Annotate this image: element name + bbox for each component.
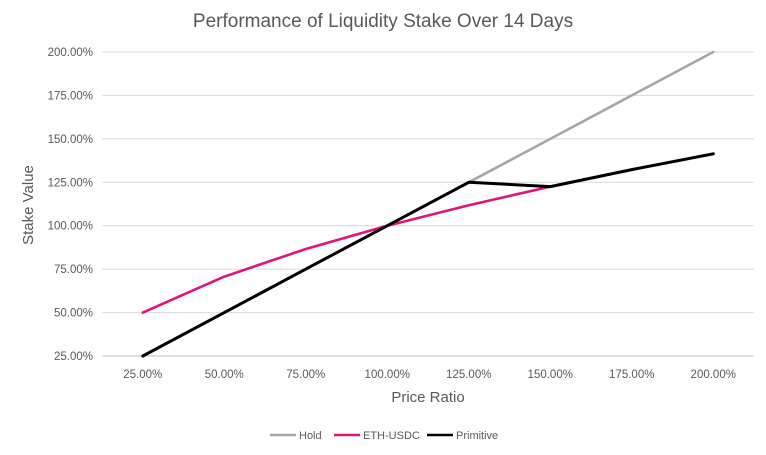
y-axis-ticks: 25.00% 50.00% 75.00% 100.00% 125.00% 150.00% 1…	[48, 47, 93, 363]
series-line-primitive	[141, 152, 715, 358]
chart-title: Performance of Liquidity Stake Over 14 D…	[193, 11, 573, 32]
x-axis-ticks: 25.00% 50.00% 75.00% 100.00% 125.00% 150.00% 1…	[123, 369, 736, 381]
x-tick-label: 75.00%	[286, 369, 325, 381]
series-line-eth-usdc	[141, 152, 715, 314]
series-lines	[141, 50, 715, 358]
y-axis-title: Stake Value	[20, 165, 37, 245]
x-tick-label: 125.00%	[446, 369, 491, 381]
x-tick-label: 100.00%	[365, 369, 410, 381]
y-tick-label: 25.00%	[54, 351, 93, 363]
x-tick-label: 150.00%	[528, 369, 573, 381]
legend-label: Primitive	[456, 430, 498, 442]
y-tick-label: 175.00%	[48, 90, 93, 102]
y-tick-label: 75.00%	[54, 264, 93, 276]
y-tick-label: 100.00%	[48, 221, 93, 233]
x-tick-label: 175.00%	[609, 369, 654, 381]
x-tick-label: 200.00%	[691, 369, 736, 381]
y-tick-label: 50.00%	[54, 308, 93, 320]
x-tick-label: 50.00%	[205, 369, 244, 381]
y-tick-label: 150.00%	[48, 134, 93, 146]
gridlines	[102, 51, 754, 357]
y-tick-label: 200.00%	[48, 47, 93, 59]
x-tick-label: 25.00%	[123, 369, 162, 381]
y-tick-label: 125.00%	[48, 177, 93, 189]
legend-label: Hold	[299, 430, 322, 442]
legend-label: ETH-USDC	[363, 430, 420, 442]
legend: Hold ETH-USDC Primitive	[270, 430, 498, 442]
x-axis-title: Price Ratio	[391, 389, 464, 406]
